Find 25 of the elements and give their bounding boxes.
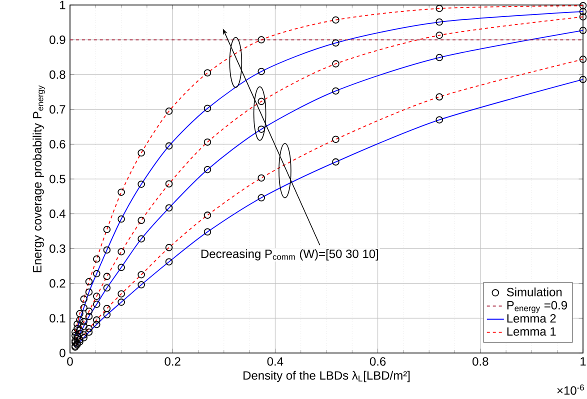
y-tick-label: 0.2	[50, 279, 66, 288]
y-tick-label: 0.3	[50, 244, 66, 253]
y-tick-label: 0.7	[50, 105, 66, 114]
x-tick-label: 0.6	[370, 357, 386, 366]
y-tick-label: 1	[60, 0, 66, 10]
y-tick-label: 0.9	[50, 36, 66, 44]
x-axis-title: Density of the LBDs λ$_{L}$[LBD/m²]	[244, 370, 410, 382]
x-tick-label: 0.4	[267, 357, 284, 366]
x-tick-label: 0.2	[164, 357, 180, 366]
y-axis-title: Energy coverage probability P$_{energy}$	[32, 85, 45, 272]
x-tick-label: 0	[67, 357, 73, 366]
x-tick-label: 1	[580, 357, 586, 366]
y-tick-label: 0.8	[50, 70, 66, 79]
y-tick-label: 0.4	[50, 210, 66, 218]
legend-label: Simulation	[506, 287, 562, 296]
y-tick-label: 0.6	[50, 140, 66, 148]
y-tick-label: 0.1	[50, 314, 66, 322]
y-tick-label: 0	[60, 348, 66, 358]
annotation: Decreasing P$_{comm}$ (W)=[50 30 10]	[201, 249, 378, 260]
x-tick-label: 0.8	[472, 357, 488, 366]
text: ×10$^{-6}$	[557, 384, 584, 395]
legend-label: Lemma 2	[507, 314, 556, 323]
legend-label: Lemma 1	[507, 327, 556, 336]
y-tick-label: 0.5	[50, 174, 66, 184]
legend-label: P$_{energy}$ =0.9	[507, 300, 567, 313]
